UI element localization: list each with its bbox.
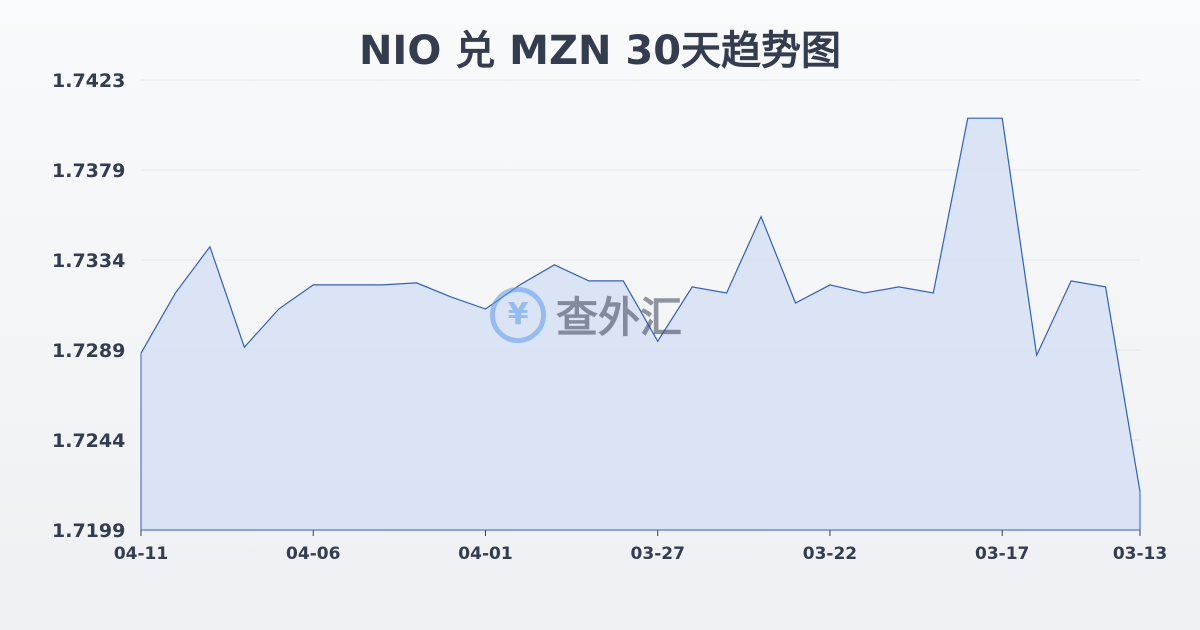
y-tick-label: 1.7199 xyxy=(52,520,125,542)
x-tick-label: 03-27 xyxy=(631,544,685,564)
y-tick-label: 1.7244 xyxy=(52,430,125,452)
x-tick-label: 04-01 xyxy=(458,544,512,564)
x-tick-label: 03-13 xyxy=(1113,544,1167,564)
yen-exchange-icon: ¥ xyxy=(490,286,546,343)
x-tick-label: 03-22 xyxy=(803,544,857,564)
watermark-text: 查外汇 xyxy=(556,293,683,342)
y-tick-label: 1.7423 xyxy=(52,70,125,92)
y-tick-label: 1.7379 xyxy=(52,160,125,182)
y-tick-label: 1.7334 xyxy=(52,250,125,272)
series-line xyxy=(140,117,1141,492)
x-tick-label: 04-11 xyxy=(114,544,168,564)
x-tick-label: 03-17 xyxy=(975,544,1029,564)
area-fill xyxy=(141,118,1140,530)
y-tick-label: 1.7289 xyxy=(52,340,125,362)
chart-title: NIO 兑 MZN 30天趋势图 xyxy=(358,28,842,74)
x-tick-label: 04-06 xyxy=(286,544,340,564)
watermark: ¥ 查外汇 xyxy=(490,284,682,345)
